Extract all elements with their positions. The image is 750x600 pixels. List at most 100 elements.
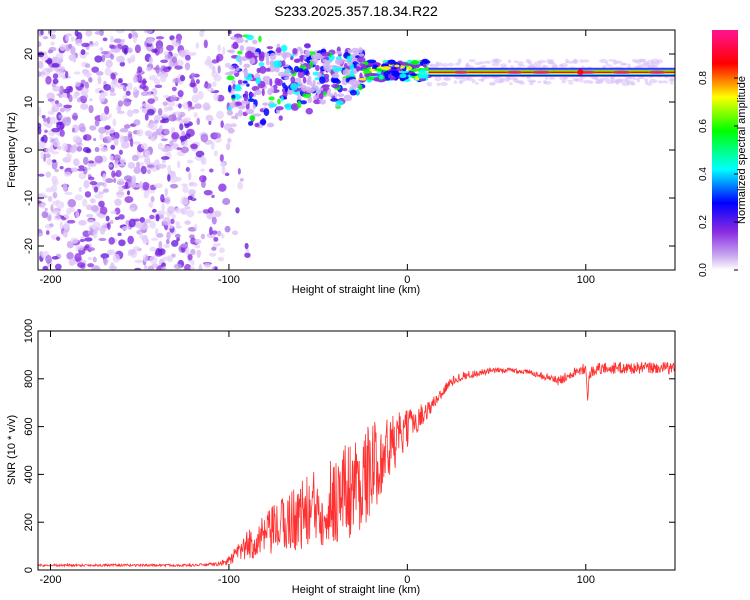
heatmap-cell [117,84,125,89]
heatmap-cell [366,59,377,64]
heatmap-cell [99,225,106,235]
heatmap-cell [266,46,274,50]
heatmap-cell [137,66,143,74]
spectrogram-y-ticks: -20 -10 0 10 20 [23,48,675,254]
heatmap-cell [255,77,261,85]
snr-frame [37,330,676,571]
heatmap-cell [453,80,458,84]
heatmap-cell [242,80,248,84]
heatmap-cell [38,126,42,135]
heatmap-cell [80,49,86,56]
heatmap-cell [457,58,462,63]
heatmap-cell [154,78,161,85]
heatmap-cell [44,207,48,212]
heatmap-cell [163,94,170,99]
heatmap-cell [211,216,217,225]
heatmap-cell [197,210,202,214]
heatmap-cell [212,210,222,218]
colorbar-tick-label: 0.2 [698,215,709,229]
heatmap-cell [200,156,205,165]
heatmap-cell [175,221,180,227]
heatmap-cell [147,98,155,104]
heatmap-cell [170,94,178,102]
heatmap-cell [89,181,98,186]
heatmap-cell [235,207,240,214]
heatmap-cell [207,117,215,122]
heatmap-cell [595,80,601,84]
heatmap-cell [86,204,93,211]
heatmap-cell [191,52,197,56]
heatmap-cell [121,226,130,230]
heatmap-cell [94,41,99,47]
heatmap-cell [109,220,114,224]
heatmap-cell [510,65,514,69]
heatmap-cell [319,76,326,84]
heatmap-cell [51,159,57,163]
heatmap-cell [40,30,44,36]
heatmap-cell [163,128,170,135]
heatmap-cell [195,79,200,85]
heatmap-cell [83,135,87,141]
heatmap-cell [213,236,219,242]
heatmap-cell [269,78,273,87]
heatmap-cell [265,55,270,61]
heatmap-cell [163,105,169,112]
heatmap-cell [140,143,148,150]
heatmap-cell [249,114,256,121]
heatmap-cell [167,174,171,182]
heatmap-cell [342,68,351,77]
heatmap-cell [79,126,86,133]
heatmap-cell [144,113,149,121]
snr-x-label: Height of straight line (km) [292,584,420,596]
heatmap-cell [80,79,86,85]
heatmap-cell [134,267,142,270]
heatmap-cell [59,129,65,137]
heatmap-cell [194,103,202,110]
heatmap-cell [468,59,476,63]
heatmap-cell [211,194,215,199]
heatmap-cell [168,114,177,122]
heatmap-cell [200,133,209,143]
heatmap-cell [305,107,313,115]
heatmap-cell [318,93,324,100]
heatmap-cell [281,60,286,67]
heatmap-cell [98,213,105,218]
heatmap-cell [66,219,76,224]
heatmap-cell [72,135,81,144]
heatmap-cell [399,73,407,79]
heatmap-cell [132,75,138,84]
heatmap-cell [254,51,260,57]
y-tick-label: 20 [23,48,35,60]
heatmap-cell [91,265,101,270]
heatmap-cell [185,54,191,61]
heatmap-cell [409,73,418,77]
heatmap-cell [187,253,193,261]
heatmap-cell [72,57,77,62]
heatmap-cell [176,237,180,242]
heatmap-cell [81,42,90,48]
heatmap-cell [290,69,296,74]
heatmap-cell [73,71,81,75]
heatmap-cell [290,56,294,61]
heatmap-cell [155,214,160,222]
heatmap-cell [85,244,90,249]
heatmap-cell [379,74,384,80]
heatmap-cell [373,77,380,82]
heatmap-cell [213,74,222,82]
heatmap-cell [46,158,53,166]
heatmap-cell [100,91,108,97]
heatmap-cell [38,51,45,58]
heatmap-cell [77,168,86,172]
heatmap-cell [184,62,191,71]
heatmap-cell [41,134,48,144]
heatmap-cell [648,78,658,84]
heatmap-cell [410,59,420,65]
heatmap-cell [219,154,224,162]
heatmap-cell [113,177,117,183]
heatmap-cell [118,214,125,220]
heatmap-cell [183,117,191,121]
heatmap-cell [226,49,235,53]
heatmap-cell [190,143,198,150]
heatmap-cell [60,94,67,98]
heatmap-cell [545,76,549,80]
